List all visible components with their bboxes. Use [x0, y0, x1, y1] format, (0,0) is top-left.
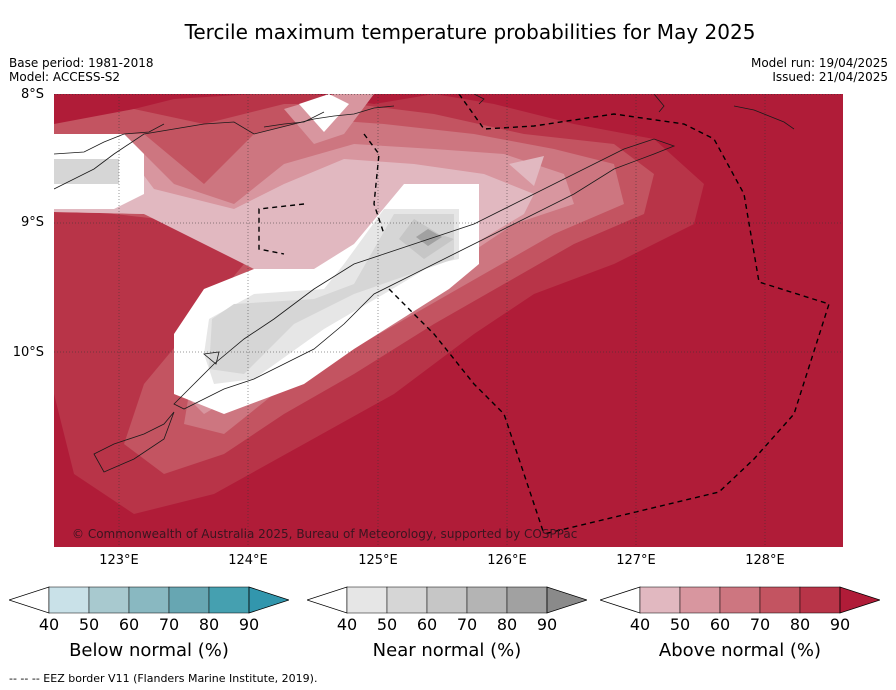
legend-near-ticks: 40 50 60 70 80 90 — [307, 615, 587, 635]
below-tick-label: 40 — [38, 615, 60, 634]
legend-above-normal: 40 50 60 70 80 90 Above normal (%) — [598, 585, 882, 675]
lat-label-8s: 8°S — [20, 87, 44, 102]
colorbar-near — [305, 586, 589, 614]
near-colorbar-right-arrow — [546, 586, 589, 614]
legend-above-ticks: 40 50 60 70 80 90 — [600, 615, 880, 635]
copyright-notice: © Commonwealth of Australia 2025, Bureau… — [72, 527, 577, 541]
above-tick-label: 90 — [829, 615, 851, 634]
below-colorbar-right-arrow — [248, 586, 291, 614]
lon-label-126e: 126°E — [487, 553, 527, 568]
below-colorbar-segment — [208, 586, 250, 614]
lon-label-125e: 125°E — [358, 553, 398, 568]
issued-date: Issued: 21/04/2025 — [772, 70, 888, 84]
near-normal-contours — [54, 94, 479, 414]
below-colorbar-left-arrow — [7, 586, 50, 614]
near-colorbar-segment — [466, 586, 508, 614]
below-colorbar-segment — [48, 586, 90, 614]
lat-label-10s: 10°S — [12, 345, 44, 360]
near-tick-label: 40 — [336, 615, 358, 634]
near-tick-label: 90 — [536, 615, 558, 634]
below-tick-label: 60 — [118, 615, 140, 634]
below-colorbar-segment — [88, 586, 130, 614]
near-tick-label: 60 — [416, 615, 438, 634]
near-tick-label: 80 — [496, 615, 518, 634]
near-colorbar-segment — [386, 586, 428, 614]
legend-near-normal: 40 50 60 70 80 90 Near normal (%) — [305, 585, 589, 675]
near-colorbar-segment — [426, 586, 468, 614]
model-run: Model run: 19/04/2025 — [750, 56, 888, 70]
map-title: Tercile maximum temperature probabilitie… — [184, 20, 756, 44]
below-tick-label: 70 — [158, 615, 180, 634]
lon-label-123e: 123°E — [99, 553, 139, 568]
above-colorbar-left-arrow — [598, 586, 641, 614]
above-colorbar-segment — [639, 586, 681, 614]
above-colorbar-right-arrow — [839, 586, 882, 614]
below-colorbar-segment — [128, 586, 170, 614]
above-tick-label: 70 — [749, 615, 771, 634]
legend-below-ticks: 40 50 60 70 80 90 — [9, 615, 289, 635]
above-tick-label: 50 — [669, 615, 691, 634]
lon-label-124e: 124°E — [228, 553, 268, 568]
near-colorbar-segment — [506, 586, 548, 614]
below-tick-label: 50 — [78, 615, 100, 634]
eez-footnote: -- -- -- EEZ border V11 (Flanders Marine… — [9, 672, 318, 685]
meta-right: Model run: 19/04/2025 Issued: 21/04/2025 — [751, 56, 888, 84]
colorbar-above — [598, 586, 882, 614]
near-tick-label: 70 — [456, 615, 478, 634]
below-tick-label: 80 — [198, 615, 220, 634]
above-tick-label: 80 — [789, 615, 811, 634]
below-tick-label: 90 — [238, 615, 260, 634]
base-period: Base period: 1981-2018 — [9, 56, 154, 70]
legend-above-title: Above normal (%) — [658, 640, 822, 661]
below-colorbar-segment — [168, 586, 210, 614]
above-tick-label: 40 — [629, 615, 651, 634]
lat-label-9s: 9°S — [20, 215, 44, 230]
legend-below-normal: 40 50 60 70 80 90 Below normal (%) — [7, 585, 291, 675]
lon-label-128e: 128°E — [745, 553, 785, 568]
near-colorbar-segment — [346, 586, 388, 614]
lon-label-127e: 127°E — [616, 553, 656, 568]
probability-map: © Commonwealth of Australia 2025, Bureau… — [54, 94, 843, 547]
legend-below-title: Below normal (%) — [69, 640, 229, 661]
above-colorbar-segment — [799, 586, 841, 614]
above-colorbar-segment — [759, 586, 801, 614]
meta-left: Base period: 1981-2018 Model: ACCESS-S2 — [9, 56, 154, 84]
above-colorbar-segment — [679, 586, 721, 614]
graticule — [54, 94, 843, 547]
near-tick-label: 50 — [376, 615, 398, 634]
legend-near-title: Near normal (%) — [372, 640, 522, 661]
eez-borders — [258, 94, 830, 535]
above-colorbar-segment — [719, 586, 761, 614]
above-tick-label: 60 — [709, 615, 731, 634]
coastlines — [54, 94, 795, 473]
near-colorbar-left-arrow — [305, 586, 348, 614]
model-name: Model: ACCESS-S2 — [9, 70, 121, 84]
colorbar-below — [7, 586, 291, 614]
